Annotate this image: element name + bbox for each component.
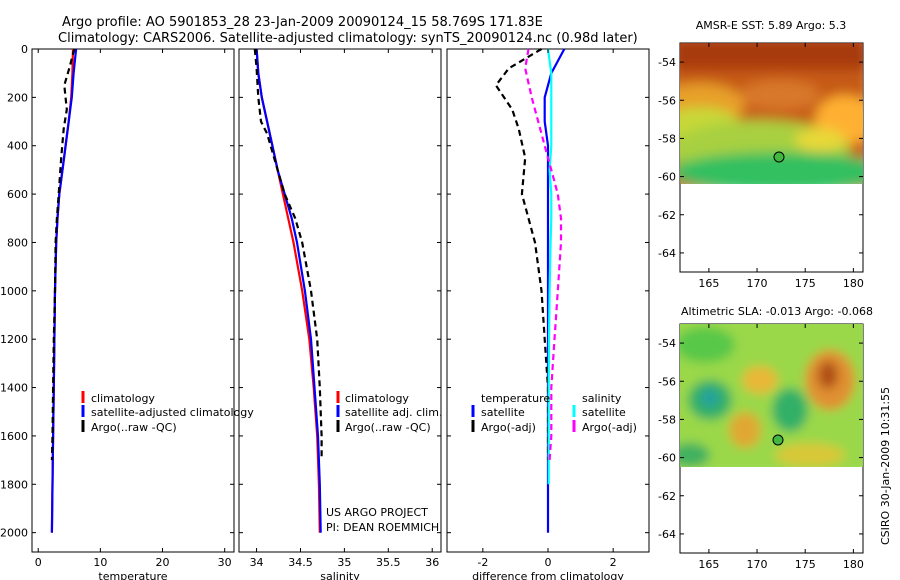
legend-label-satellite-adjusted: satellite-adjusted climatology — [91, 406, 254, 419]
legend-label-temp-satellite: satellite — [481, 406, 525, 419]
y-tick-label: 400 — [7, 140, 28, 153]
sst-map-axes: 165 170 175 180 -54 -56 -58 -60 -62 -64 — [658, 43, 864, 290]
figure-title-line2: Climatology: CARS2006. Satellite-adjuste… — [58, 31, 638, 46]
legend-label-argo: Argo(..raw -QC) — [345, 421, 431, 434]
map-y-tick-label: -64 — [658, 528, 676, 541]
x-axis-label: difference from climatology — [472, 570, 624, 580]
legend-heading-temperature: temperature — [481, 392, 550, 405]
x-tick-label: 34.5 — [288, 556, 313, 569]
legend-label-satellite-adj: satellite adj. clim. — [345, 406, 442, 419]
y-tick-label: 1200 — [0, 333, 28, 346]
map-y-tick-label: -56 — [658, 375, 676, 388]
temperature-panel: 0 10 20 30 0 200 400 600 800 1000 1200 1400 1600 1800… — [0, 43, 235, 580]
series-line — [50, 48, 76, 461]
x-tick-label: 36 — [425, 556, 439, 569]
x-tick-label: -2 — [477, 556, 488, 569]
map-x-tick-label: 180 — [843, 558, 864, 571]
x-tick-label: 0 — [545, 556, 552, 569]
sla-field — [680, 324, 863, 467]
map-x-tick-label: 180 — [843, 277, 864, 290]
map-x-tick-label: 165 — [698, 558, 719, 571]
series-line — [524, 48, 563, 461]
legend-label-temp-argo: Argo(-adj) — [481, 421, 536, 434]
y-tick-label: 1000 — [0, 285, 28, 298]
sla-map-axes: 165 170 175 180 -54 -56 -58 -60 -62 -64 — [658, 324, 864, 571]
legend-label-sal-argo: Argo(-adj) — [582, 421, 637, 434]
y-tick-label: 600 — [7, 188, 28, 201]
sla-map: Altimetric SLA: -0.013 Argo: -0.068 165 1… — [658, 305, 873, 571]
map-y-tick-label: -62 — [658, 490, 676, 503]
map-x-tick-label: 165 — [698, 277, 719, 290]
series-line — [494, 48, 550, 461]
x-axis-label: salinity — [320, 570, 360, 580]
legend-label-climatology: climatology — [91, 392, 155, 405]
legend-heading-salinity: salinity — [582, 392, 622, 405]
sst-map: AMSR-E SST: 5.89 Argo: 5.3 165 170 175 180 -… — [658, 19, 864, 290]
series-line — [253, 48, 323, 461]
figure-title-line1: Argo profile: AO 5901853_28 23-Jan-2009 … — [62, 15, 543, 30]
y-tick-label: 1400 — [0, 382, 28, 395]
x-tick-label: 0 — [35, 556, 42, 569]
x-tick-label: 35 — [337, 556, 351, 569]
map-y-tick-label: -60 — [658, 452, 676, 465]
credit-pi: PI: DEAN ROEMMICH — [326, 521, 439, 534]
credit-project: US ARGO PROJECT — [326, 506, 428, 519]
x-tick-label: 2 — [610, 556, 617, 569]
y-tick-label: 1600 — [0, 430, 28, 443]
y-tick-label: 200 — [7, 91, 28, 104]
salinity-legend: climatology satellite adj. clim. Argo(..… — [336, 391, 442, 434]
sla-map-title: Altimetric SLA: -0.013 Argo: -0.068 — [681, 305, 873, 318]
map-x-tick-label: 170 — [747, 558, 768, 571]
legend-label-argo: Argo(..raw -QC) — [91, 421, 177, 434]
legend-label-climatology: climatology — [345, 392, 409, 405]
difference-legend: temperature satellite Argo(-adj) salinit… — [471, 392, 637, 434]
sla-argo-marker — [772, 434, 784, 446]
salinity-panel: 34 34.5 35 35.5 36 salinity — [238, 48, 442, 580]
y-tick-label: 800 — [7, 236, 28, 249]
sst-map-title: AMSR-E SST: 5.89 Argo: 5.3 — [696, 19, 847, 32]
x-tick-label: 34 — [250, 556, 264, 569]
map-y-tick-label: -60 — [658, 171, 676, 184]
map-x-tick-label: 175 — [795, 277, 816, 290]
map-y-tick-label: -54 — [658, 337, 676, 350]
x-tick-label: 20 — [156, 556, 170, 569]
map-x-tick-label: 175 — [795, 558, 816, 571]
x-tick-label: 35.5 — [376, 556, 401, 569]
map-y-tick-label: -62 — [658, 209, 676, 222]
series-line — [255, 48, 322, 533]
sst-field — [680, 43, 863, 184]
timestamp-label: CSIRO 30-Jan-2009 10:31:55 — [879, 387, 892, 545]
y-tick-label: 2000 — [0, 527, 28, 540]
map-y-tick-label: -58 — [658, 132, 676, 145]
x-axis-label: temperature — [98, 570, 167, 580]
sst-argo-marker — [773, 151, 785, 163]
series-line — [546, 48, 553, 485]
y-tick-label: 1800 — [0, 478, 28, 491]
map-y-tick-label: -58 — [658, 413, 676, 426]
x-tick-label: 30 — [218, 556, 232, 569]
legend-label-sal-satellite: satellite — [582, 406, 626, 419]
temperature-legend: climatology satellite-adjusted climatolo… — [81, 391, 254, 434]
map-y-tick-label: -64 — [658, 247, 676, 260]
map-y-tick-label: -54 — [658, 56, 676, 69]
y-tick-label: 0 — [21, 43, 28, 56]
plot-frame — [31, 48, 235, 553]
plot-frame — [238, 48, 442, 553]
map-y-tick-label: -56 — [658, 94, 676, 107]
map-x-tick-label: 170 — [747, 277, 768, 290]
x-tick-label: 10 — [93, 556, 107, 569]
